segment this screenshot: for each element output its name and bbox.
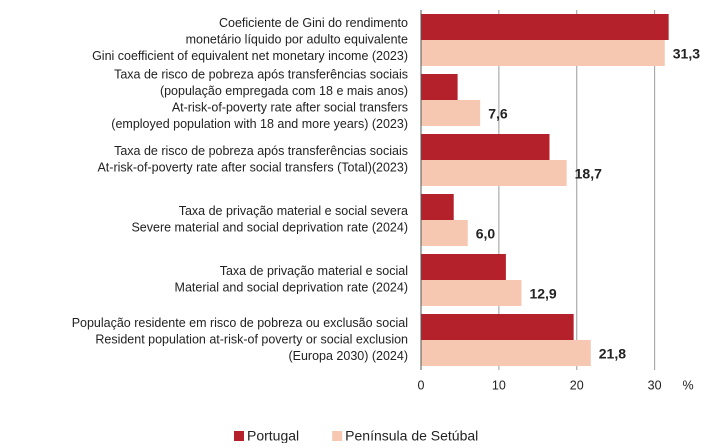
category-label: Resident population at-risk-of poverty o… [95, 332, 408, 346]
bar [421, 40, 665, 66]
bar [421, 134, 550, 160]
bar [421, 14, 669, 40]
category-label: (employed population with 18 and more ye… [111, 117, 408, 131]
bar [421, 100, 481, 126]
category-label: Taxa de risco de pobreza após transferên… [114, 68, 408, 82]
x-tick-label: 20 [570, 378, 584, 392]
category-label: Coeficiente de Gini do rendimento [219, 16, 408, 30]
category-label: Severe material and social deprivation r… [131, 221, 408, 235]
category-label: Taxa de risco de pobreza após transferên… [114, 144, 408, 158]
legend-label: Portugal [247, 428, 299, 443]
value-label: 18,7 [575, 166, 602, 182]
category-label: (população empregada com 18 e mais anos) [160, 84, 408, 98]
value-label: 21,8 [599, 346, 626, 362]
bar [421, 194, 454, 220]
legend-swatch [234, 431, 244, 441]
category-label: População residente em risco de pobreza … [72, 316, 408, 330]
category-label: At-risk-of-poverty rate after social tra… [97, 161, 408, 175]
x-axis-label: % [682, 378, 693, 392]
value-label: 31,3 [673, 46, 700, 62]
legend-label: Península de Setúbal [345, 428, 478, 443]
value-label: 7,6 [488, 106, 508, 122]
category-label: Taxa de privação material e social sever… [179, 204, 408, 218]
category-label: monetário líquido por adulto equivalente [186, 32, 408, 46]
value-label: 12,9 [529, 286, 556, 302]
category-label: (Europa 2030) (2024) [288, 349, 408, 363]
bar [421, 220, 468, 246]
bar [421, 160, 567, 186]
legend-swatch [332, 431, 343, 441]
bar [421, 314, 574, 340]
bar [421, 254, 506, 280]
x-tick-label: 30 [648, 378, 662, 392]
value-label: 6,0 [476, 226, 496, 242]
bar [421, 280, 522, 306]
category-label: At-risk-of-poverty rate after social tra… [172, 101, 408, 115]
bar [421, 74, 458, 100]
category-label: Gini coefficient of equivalent net monet… [92, 49, 408, 63]
x-tick-label: 0 [418, 378, 425, 392]
category-label: Taxa de privação material e social [220, 264, 408, 278]
category-label: Material and social deprivation rate (20… [175, 281, 408, 295]
bar [421, 340, 591, 366]
x-tick-label: 10 [492, 378, 506, 392]
